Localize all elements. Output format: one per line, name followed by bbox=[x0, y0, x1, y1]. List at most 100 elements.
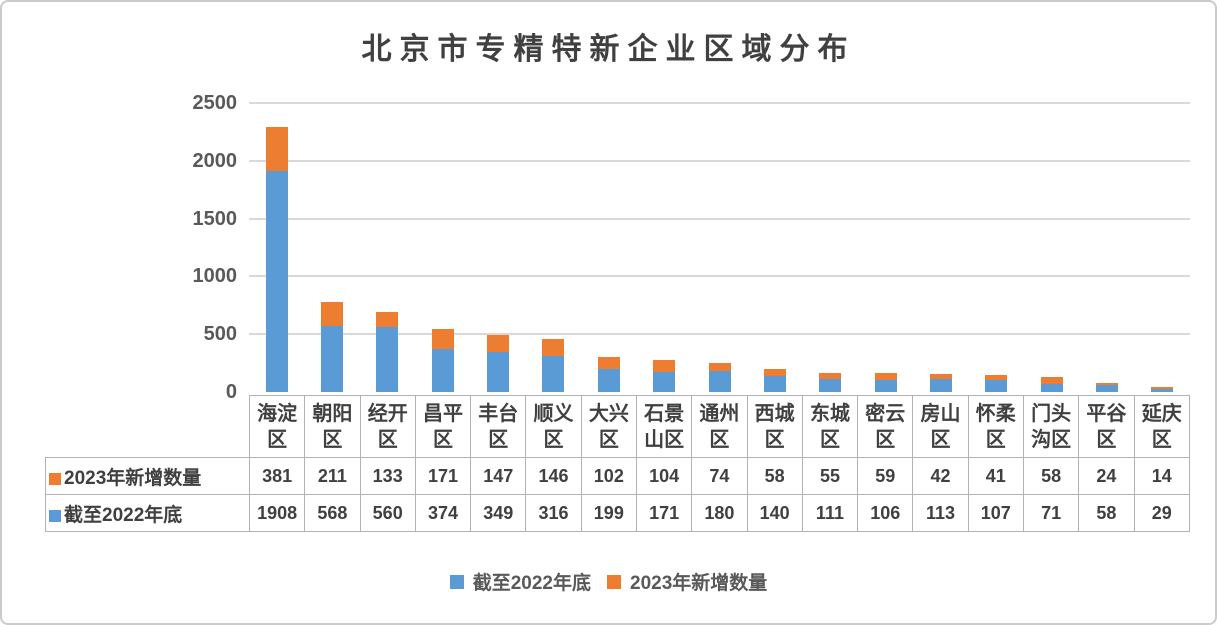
district-header-cell: 怀柔区 bbox=[967, 395, 1024, 458]
district-header-cell: 平谷区 bbox=[1078, 395, 1135, 458]
district-header-cell: 海淀区 bbox=[248, 395, 306, 458]
y-tick-label: 1000 bbox=[192, 265, 238, 288]
district-header-cell: 丰台区 bbox=[470, 395, 527, 458]
value-cell: 199 bbox=[580, 494, 637, 532]
district-header-cell: 石景山区 bbox=[635, 395, 693, 458]
district-header-cell: 经开区 bbox=[359, 395, 416, 458]
bar-segment bbox=[431, 329, 454, 349]
bar-segment bbox=[763, 375, 786, 392]
bar-segment bbox=[929, 374, 952, 379]
value-cell: 111 bbox=[801, 494, 859, 532]
value-cell: 1908 bbox=[248, 494, 306, 532]
y-tick-label: 500 bbox=[203, 323, 237, 346]
gridline bbox=[249, 333, 1190, 336]
value-cell: 133 bbox=[359, 457, 416, 495]
bar-segment bbox=[1096, 382, 1119, 386]
bar-segment bbox=[376, 311, 399, 328]
bar-segment bbox=[819, 379, 842, 392]
bar-segment bbox=[431, 348, 454, 392]
bar-column bbox=[858, 103, 913, 392]
bar-segment bbox=[265, 127, 288, 172]
gridline bbox=[249, 159, 1190, 162]
bar-segment bbox=[376, 327, 399, 392]
value-cell: 102 bbox=[580, 457, 637, 495]
bar-column bbox=[1024, 103, 1079, 392]
bar-column bbox=[360, 103, 415, 392]
value-cell: 58 bbox=[746, 457, 803, 495]
bar-segment bbox=[819, 372, 842, 380]
district-header-cell: 朝阳区 bbox=[304, 395, 361, 458]
value-cell: 316 bbox=[525, 494, 582, 532]
legend-label-2023: 2023年新增数量 bbox=[630, 573, 768, 594]
data-table: 海淀区 朝阳区 经开区 昌平区 丰台区 顺义区 大兴区 石景山区 通州区 西城区 东城区 密云区 房山区… bbox=[45, 395, 1190, 532]
legend-item-2022: 截至2022年底 bbox=[449, 568, 591, 595]
district-header-cell: 密云区 bbox=[857, 395, 914, 458]
value-cell: 74 bbox=[691, 457, 748, 495]
bar-column bbox=[304, 103, 359, 392]
bar-segment bbox=[321, 326, 344, 392]
value-cell: 211 bbox=[304, 457, 361, 495]
bar-stack bbox=[1151, 387, 1174, 392]
bar-stack bbox=[597, 357, 620, 392]
bar-segment bbox=[708, 371, 731, 392]
bar-segment bbox=[1040, 383, 1063, 392]
bar-segment bbox=[542, 338, 565, 356]
bar-column bbox=[249, 103, 304, 392]
gridline bbox=[249, 217, 1190, 220]
value-cell: 42 bbox=[912, 457, 969, 495]
bar-segment bbox=[1040, 377, 1063, 384]
bar-stack bbox=[487, 334, 510, 392]
district-header-cell: 延庆区 bbox=[1133, 395, 1190, 458]
value-cell: 58 bbox=[1078, 494, 1135, 532]
bar-segment bbox=[653, 372, 676, 392]
legend-item-2023: 2023年新增数量 bbox=[607, 568, 767, 595]
value-cell: 146 bbox=[525, 457, 582, 495]
series-swatch-icon bbox=[49, 472, 61, 485]
gridline bbox=[249, 102, 1190, 104]
bar-segment bbox=[487, 351, 510, 392]
value-cell: 104 bbox=[635, 457, 693, 495]
y-tick-label: 1500 bbox=[192, 207, 238, 230]
bar-segment bbox=[985, 379, 1008, 392]
bar-stack bbox=[929, 374, 952, 392]
value-cell: 374 bbox=[414, 494, 472, 532]
bar-column bbox=[637, 103, 692, 392]
chart-title: 北京市专精特新企业区域分布 bbox=[361, 33, 856, 66]
value-cell: 113 bbox=[912, 494, 969, 532]
table-header-row: 海淀区 朝阳区 经开区 昌平区 丰台区 顺义区 大兴区 石景山区 通州区 西城区 东城区 密云区 房山区… bbox=[46, 395, 1190, 458]
bar-stack bbox=[874, 372, 897, 392]
bar-stack bbox=[763, 369, 786, 392]
bar-segment bbox=[597, 357, 620, 369]
district-header-cell: 通州区 bbox=[691, 395, 748, 458]
value-cell: 29 bbox=[1133, 494, 1190, 532]
bar-stack bbox=[542, 338, 565, 392]
bar-segment bbox=[763, 369, 786, 376]
bar-column bbox=[747, 103, 802, 392]
bar-stack bbox=[431, 329, 454, 392]
bar-column bbox=[470, 103, 525, 392]
bar-segment bbox=[1096, 385, 1119, 392]
value-cell: 171 bbox=[414, 457, 472, 495]
y-tick-label: 0 bbox=[225, 381, 237, 403]
district-header-cell: 西城区 bbox=[746, 395, 803, 458]
bar-segment bbox=[874, 379, 897, 392]
bar-stack bbox=[1096, 382, 1119, 392]
bar-column bbox=[415, 103, 470, 392]
legend-label-2022: 截至2022年底 bbox=[472, 573, 591, 594]
bar-stack bbox=[265, 127, 288, 392]
series-label-cell: 截至2022年底 bbox=[45, 494, 250, 532]
gridline bbox=[249, 275, 1190, 278]
bar-segment bbox=[653, 360, 676, 373]
bar-segment bbox=[708, 362, 731, 372]
value-cell: 560 bbox=[359, 494, 416, 532]
legend-swatch-blue-icon bbox=[449, 574, 464, 589]
series-swatch-icon bbox=[49, 509, 61, 522]
district-header-cell: 顺义区 bbox=[525, 395, 582, 458]
value-cell: 59 bbox=[857, 457, 914, 495]
bar-column bbox=[526, 103, 581, 392]
legend-swatch-orange-icon bbox=[607, 574, 621, 589]
bar-column bbox=[913, 103, 968, 392]
value-cell: 180 bbox=[691, 494, 748, 532]
bar-stack bbox=[653, 360, 676, 392]
y-tick-label: 2500 bbox=[192, 92, 238, 114]
